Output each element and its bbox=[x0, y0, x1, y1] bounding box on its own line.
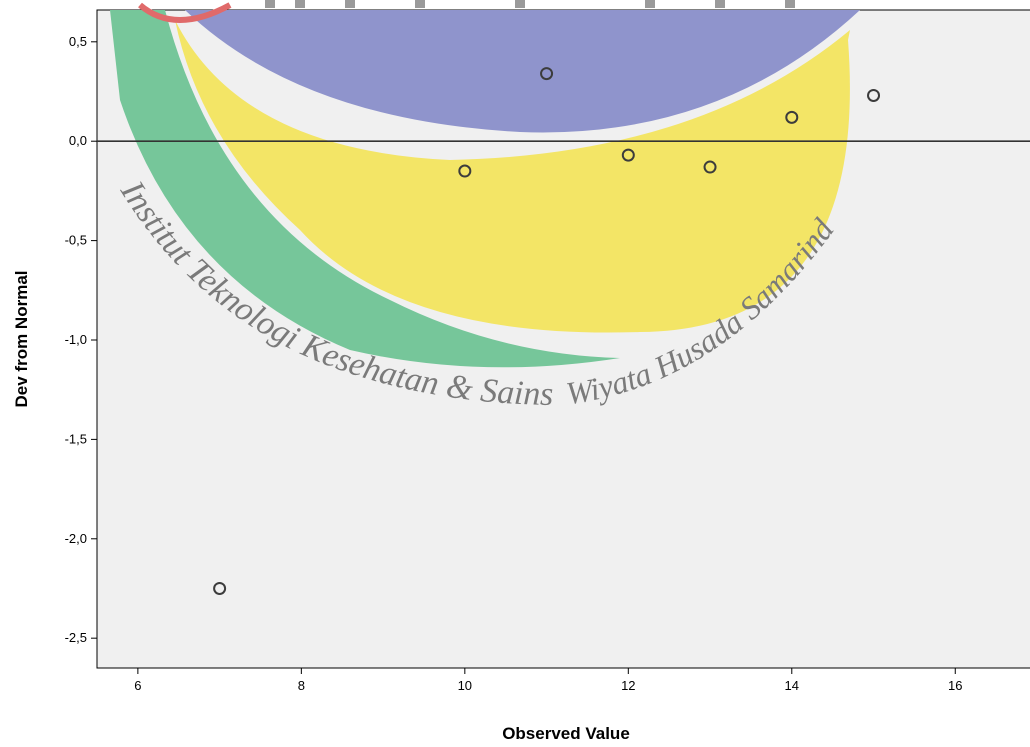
y-tick-label: 0,5 bbox=[69, 34, 87, 49]
watermark-yellow-band bbox=[175, 20, 850, 333]
watermark-top-letters bbox=[265, 0, 795, 8]
x-tick-label: 16 bbox=[948, 678, 962, 693]
watermark-blue-band bbox=[185, 10, 860, 133]
watermark-red-arc bbox=[138, 2, 232, 23]
y-tick-label: -1,0 bbox=[65, 332, 87, 347]
x-tick-label: 8 bbox=[298, 678, 305, 693]
y-tick-label: -0,5 bbox=[65, 233, 87, 248]
y-axis-title: Dev from Normal bbox=[12, 271, 31, 408]
y-tick-label: -2,5 bbox=[65, 630, 87, 645]
data-points bbox=[213, 67, 881, 595]
data-point bbox=[703, 160, 717, 174]
data-point bbox=[213, 581, 227, 595]
y-tick-label: -1,5 bbox=[65, 431, 87, 446]
x-axis-ticks: 6 8 10 12 14 16 bbox=[134, 668, 962, 693]
x-tick-label: 12 bbox=[621, 678, 635, 693]
x-tick-label: 14 bbox=[785, 678, 799, 693]
data-point bbox=[458, 164, 472, 178]
y-axis-ticks: 0,5 0,0 -0,5 -1,0 -1,5 -2,0 -2,5 bbox=[65, 34, 97, 645]
data-point bbox=[540, 67, 554, 81]
x-axis-title: Observed Value bbox=[502, 724, 630, 743]
data-point bbox=[785, 110, 799, 124]
x-tick-label: 6 bbox=[134, 678, 141, 693]
data-point bbox=[867, 88, 881, 102]
x-tick-label: 10 bbox=[458, 678, 472, 693]
watermark-green-band bbox=[110, 10, 620, 368]
y-tick-label: -2,0 bbox=[65, 531, 87, 546]
data-point bbox=[621, 148, 635, 162]
y-tick-label: 0,0 bbox=[69, 133, 87, 148]
